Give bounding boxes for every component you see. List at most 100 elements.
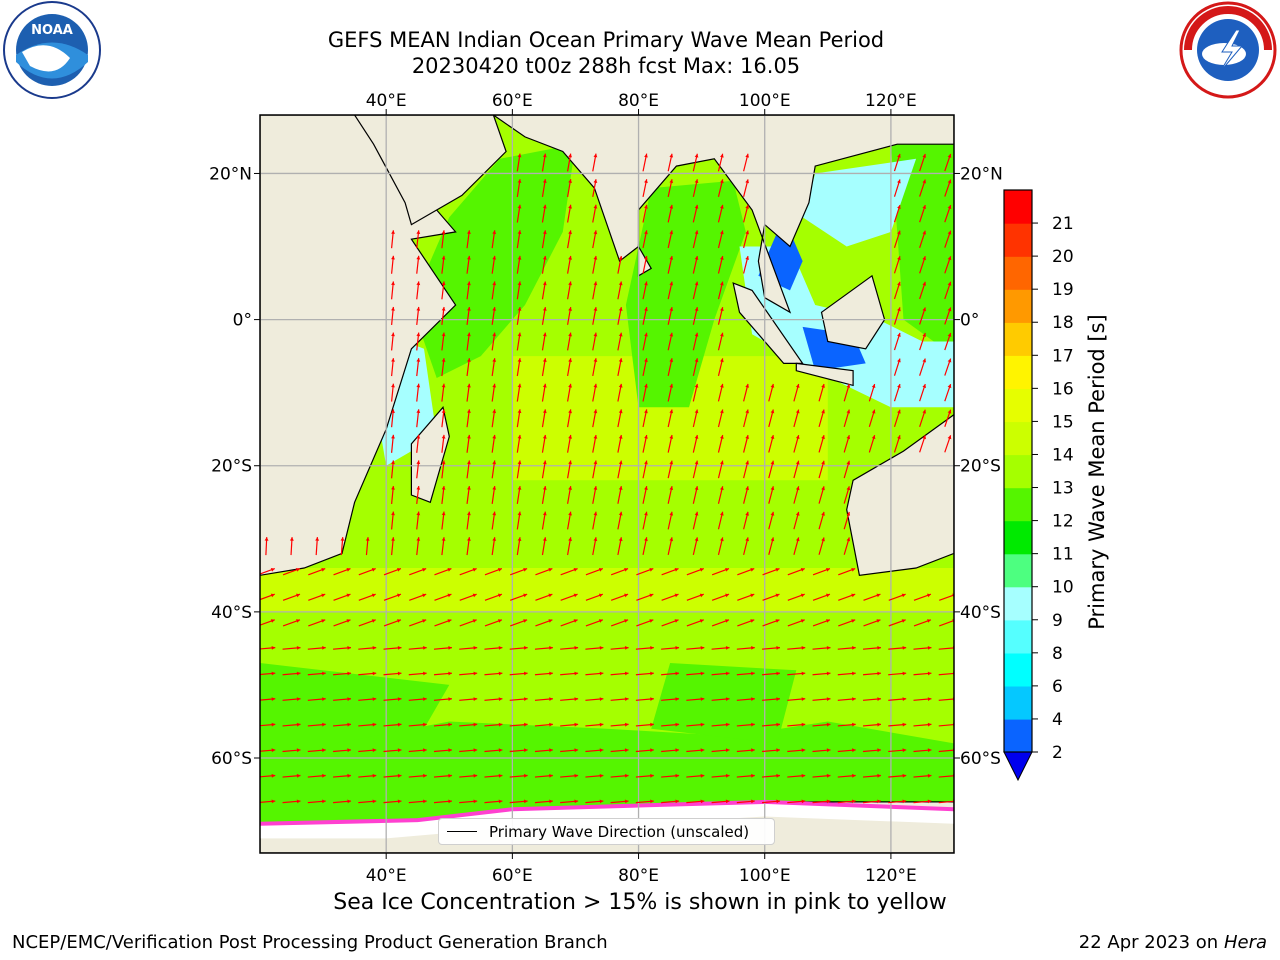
wave-arrow xyxy=(466,281,471,300)
wave-arrow xyxy=(541,383,547,402)
wave-arrow xyxy=(768,409,775,428)
wave-arrow xyxy=(919,383,926,402)
wave-arrow xyxy=(617,537,623,556)
wave-arrow xyxy=(686,568,704,576)
wave-arrow xyxy=(743,383,749,402)
wave-arrow xyxy=(391,409,395,428)
wave-arrow xyxy=(391,230,395,249)
wave-arrow xyxy=(862,671,881,676)
footer-credit: NCEP/EMC/Verification Post Processing Pr… xyxy=(12,932,608,953)
wave-arrow xyxy=(787,568,805,576)
colorbar-tick-label: 19 xyxy=(1052,280,1074,300)
wave-arrow xyxy=(416,306,421,325)
wave-arrow xyxy=(408,646,427,650)
wave-arrow xyxy=(433,722,452,727)
wave-arrow xyxy=(383,671,402,676)
wave-arrow xyxy=(762,722,781,727)
wave-arrow xyxy=(282,748,301,753)
wave-arrow xyxy=(282,773,301,778)
wave-arrow xyxy=(433,671,452,676)
wave-arrow xyxy=(893,204,901,223)
wave-arrow xyxy=(793,383,800,402)
wave-arrow xyxy=(888,722,907,727)
wave-arrow xyxy=(358,722,377,727)
wave-arrow xyxy=(617,358,623,377)
wave-arrow xyxy=(768,460,775,479)
wave-arrow xyxy=(944,256,952,274)
wave-arrow xyxy=(491,358,497,377)
wave-arrow xyxy=(484,619,503,627)
wave-arrow xyxy=(812,722,831,727)
wave-arrow xyxy=(409,619,427,627)
wave-arrow xyxy=(717,204,724,223)
wave-arrow xyxy=(592,537,598,556)
period-region-11s xyxy=(890,144,954,357)
wave-arrow xyxy=(408,722,427,727)
wave-arrow xyxy=(459,568,477,576)
wave-arrow xyxy=(484,646,503,650)
wave-arrow xyxy=(416,511,421,530)
wave-arrow xyxy=(944,332,952,351)
wave-arrow xyxy=(416,358,421,377)
wave-arrow xyxy=(913,773,932,778)
wave-arrow xyxy=(516,511,522,530)
wave-arrow xyxy=(308,568,326,576)
wave-arrow xyxy=(919,409,926,427)
colorbar-tick-label: 10 xyxy=(1052,578,1074,598)
wave-arrow xyxy=(383,619,402,627)
wave-arrow xyxy=(466,537,471,556)
wave-arrow xyxy=(667,179,674,197)
wave-arrow xyxy=(592,179,598,198)
wave-arrow xyxy=(768,383,775,402)
lat-tick-label-left: 60°S xyxy=(211,749,252,769)
wave-arrow xyxy=(434,568,452,576)
lon-tick-label-top: 120°E xyxy=(865,91,917,111)
wave-arrow xyxy=(812,671,831,676)
wave-arrow xyxy=(534,722,553,727)
wave-arrow xyxy=(307,697,326,701)
national-weather-service-logo xyxy=(1179,1,1277,99)
wave-arrow xyxy=(818,460,825,479)
wave-arrow xyxy=(913,671,932,676)
wave-arrow xyxy=(466,460,471,479)
wave-arrow xyxy=(686,646,705,650)
wave-arrow xyxy=(667,358,674,377)
wave-arrow xyxy=(843,460,851,479)
wave-arrow xyxy=(762,697,781,701)
wave-arrow xyxy=(333,646,352,650)
footer-date: 22 Apr 2023 on Hera xyxy=(1078,932,1267,953)
wave-arrow xyxy=(534,671,553,676)
wave-arrow xyxy=(560,593,578,601)
wave-arrow xyxy=(736,773,755,778)
wave-arrow xyxy=(433,773,452,778)
wave-arrow xyxy=(888,799,907,804)
wave-arrow xyxy=(617,383,623,402)
wave-arrow xyxy=(433,748,452,753)
wave-arrow xyxy=(711,697,730,701)
wave-arrow xyxy=(383,722,402,727)
wave-arrow xyxy=(944,358,952,376)
wave-arrow xyxy=(787,593,805,601)
wave-arrow xyxy=(642,281,648,300)
wave-arrow xyxy=(516,537,522,556)
wave-arrow xyxy=(541,230,547,249)
wave-arrow xyxy=(610,619,629,627)
wave-arrow xyxy=(567,409,572,428)
wave-arrow xyxy=(642,537,648,556)
wave-arrow xyxy=(459,619,477,627)
wave-arrow xyxy=(466,255,471,274)
wave-arrow xyxy=(358,568,376,576)
wave-arrow xyxy=(843,383,851,402)
wave-arrow xyxy=(315,537,320,556)
wave-arrow xyxy=(711,619,730,627)
colorbar-segment xyxy=(1004,322,1032,356)
wave-arrow xyxy=(282,671,301,676)
wave-arrow xyxy=(416,281,421,300)
wave-arrow xyxy=(635,773,654,778)
wave-arrow xyxy=(888,773,907,778)
wave-arrow xyxy=(686,619,704,627)
lon-tick-label-bottom: 60°E xyxy=(492,866,533,886)
wave-arrow xyxy=(944,383,952,402)
period-region-9s xyxy=(802,158,917,247)
wave-arrow xyxy=(736,646,755,650)
